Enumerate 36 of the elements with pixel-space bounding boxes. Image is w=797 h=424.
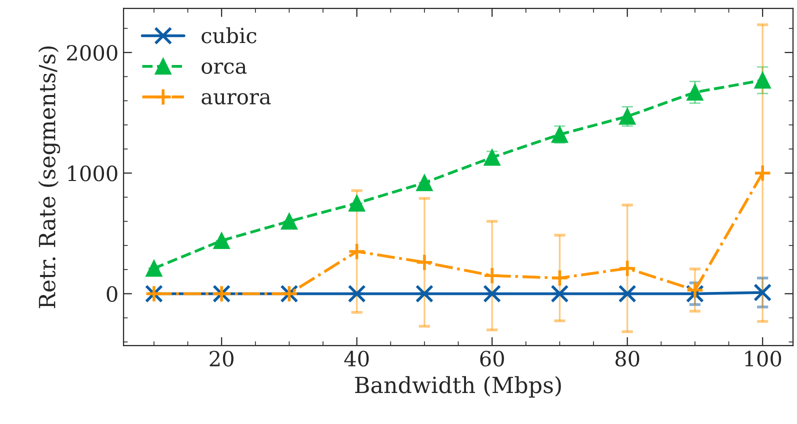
- point: [550, 284, 569, 303]
- point: [618, 284, 636, 303]
- point: [619, 108, 636, 125]
- point: [483, 266, 502, 285]
- legend-label: orca: [202, 62, 247, 74]
- point: [348, 194, 366, 212]
- x-tick-label: 40: [344, 350, 369, 367]
- point: [484, 149, 500, 166]
- point: [483, 284, 502, 303]
- point: [754, 72, 771, 89]
- x-tick-label: 100: [745, 350, 782, 367]
- point: [280, 213, 298, 230]
- point: [754, 164, 772, 182]
- y-tick-label: 1000: [68, 166, 118, 182]
- point: [550, 268, 569, 288]
- x-axis-title: Bandwidth (Mbps): [355, 376, 561, 398]
- point: [686, 281, 704, 300]
- x-tick-label: 60: [480, 350, 504, 367]
- point: [348, 242, 366, 261]
- y-tick-label: 0: [106, 286, 118, 302]
- point: [686, 84, 704, 101]
- legend-label: cubic: [202, 27, 256, 44]
- point: [618, 259, 636, 278]
- point: [213, 232, 230, 249]
- point: [348, 284, 366, 303]
- legend-label: aurora: [202, 93, 271, 105]
- y-tick-label: 2000: [67, 44, 118, 61]
- x-tick-label: 20: [210, 350, 234, 367]
- point: [416, 174, 433, 192]
- point: [415, 253, 434, 272]
- point: [754, 283, 772, 302]
- y-axis-title: Retr. Rate (segments/s): [38, 46, 60, 308]
- point: [551, 126, 568, 143]
- point: [146, 260, 162, 277]
- x-tick-label: 80: [615, 350, 640, 367]
- point: [415, 284, 434, 303]
